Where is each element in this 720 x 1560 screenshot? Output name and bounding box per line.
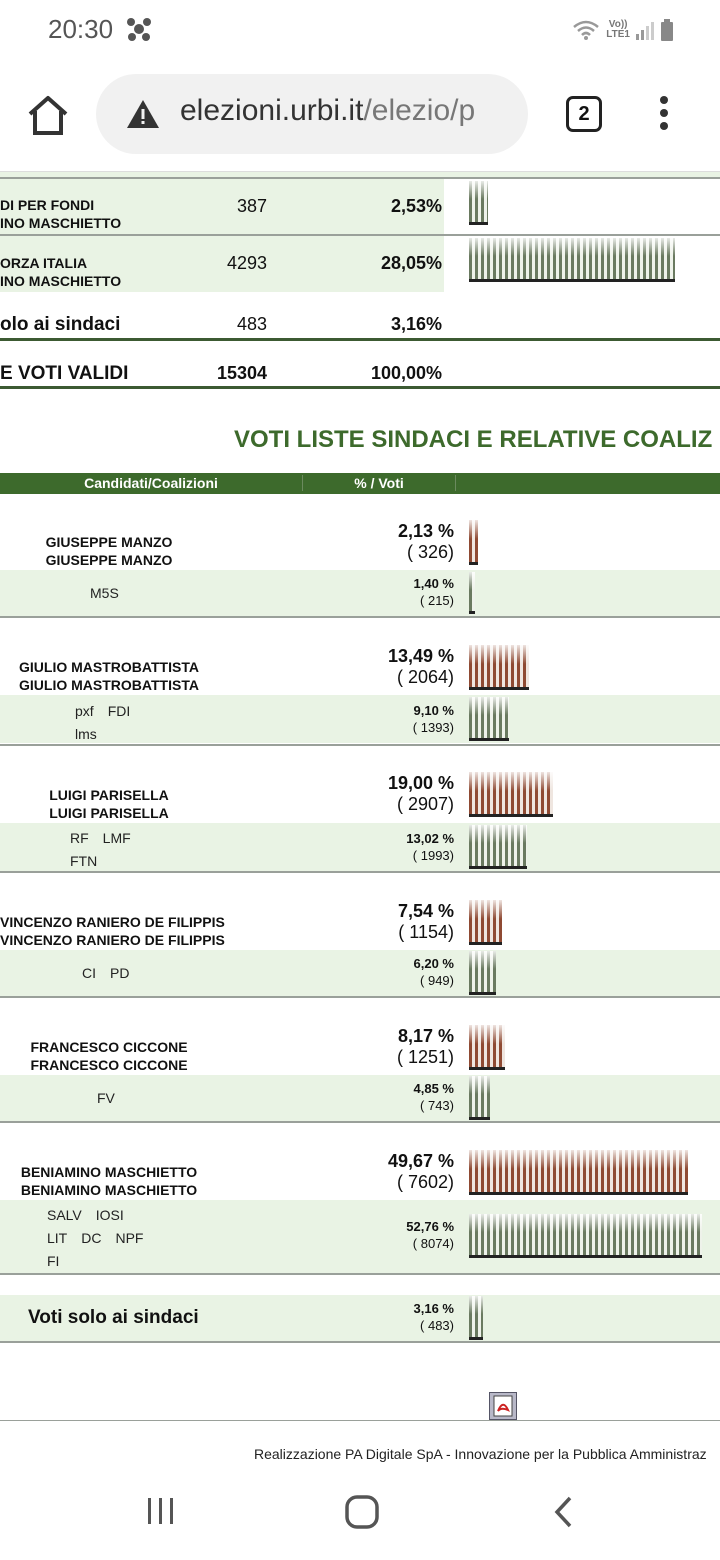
- candidate-votes: ( 1251): [396, 1047, 454, 1067]
- back-icon[interactable]: [552, 1496, 576, 1528]
- coalition-votes: ( 8074): [412, 1236, 454, 1251]
- coalition-bar: [469, 572, 475, 614]
- list-votes: 4293: [226, 253, 267, 273]
- candidate-bar: [469, 520, 478, 565]
- solo-sindaci-row-label: Voti solo ai sindaci: [28, 1307, 199, 1328]
- coalition-bar: [469, 825, 527, 869]
- candidate-name: GIUSEPPE MANZO GIUSEPPE MANZO: [45, 534, 173, 568]
- coalition-percent: 9,10 %: [413, 703, 454, 718]
- system-nav-bar: [0, 1464, 720, 1560]
- coalition-lists: M5S: [90, 585, 119, 601]
- coalition-bar: [469, 697, 509, 741]
- candidate-percent: 13,49 %: [387, 646, 454, 666]
- list-percent: 2,53%: [390, 196, 442, 216]
- coalition-lists: FV: [97, 1090, 115, 1106]
- candidate-name: LUIGI PARISELLA LUIGI PARISELLA: [49, 787, 169, 821]
- coalition-bar: [469, 1076, 490, 1120]
- candidate-percent: 2,13 %: [397, 521, 454, 541]
- candidate-votes: ( 1154): [398, 922, 454, 942]
- clock: 20:30: [48, 14, 114, 44]
- candidate-votes: ( 326): [406, 542, 454, 562]
- solo-sindaci-row-percent: 3,16 %: [413, 1301, 454, 1316]
- candidate-percent: 7,54 %: [397, 901, 454, 921]
- coalition-votes: ( 1393): [412, 720, 454, 735]
- candidate-votes: ( 7602): [396, 1172, 454, 1192]
- totale-votes: 15304: [216, 363, 267, 383]
- coalition-votes: ( 215): [420, 593, 454, 608]
- coalition-votes: ( 743): [420, 1098, 454, 1113]
- candidate-bar: [469, 772, 553, 817]
- header-percent-votes: % / Voti: [302, 475, 456, 491]
- table-header: Candidati/Coalizioni % / Voti: [0, 473, 720, 494]
- warning-icon[interactable]: [126, 98, 160, 130]
- recents-icon[interactable]: [146, 1496, 176, 1526]
- signal-icon: [636, 22, 654, 40]
- coalition-percent: 13,02 %: [406, 831, 454, 846]
- address-bar[interactable]: elezioni.urbi.it/elezio/p: [96, 74, 528, 154]
- solo-sindaci-bar: [469, 1296, 483, 1340]
- list-bar: [469, 238, 675, 282]
- totale-percent: 100,00%: [370, 363, 442, 383]
- home-circle-icon[interactable]: [344, 1494, 380, 1530]
- list-percent: 28,05%: [380, 253, 442, 273]
- solo-sindaci-label: olo ai sindaci: [0, 314, 121, 335]
- section-title: VOTI LISTE SINDACI E RELATIVE COALIZ: [234, 426, 713, 453]
- list-name: ORZA ITALIA INO MASCHIETTO: [0, 255, 122, 289]
- wifi-icon: [573, 20, 600, 40]
- notification-app-icon: [127, 18, 151, 41]
- candidate-name: BENIAMINO MASCHIETTO BENIAMINO MASCHIETTO: [20, 1164, 198, 1198]
- list-name: DI PER FONDI INO MASCHIETTO: [0, 197, 122, 231]
- coalition-votes: ( 949): [420, 973, 454, 988]
- coalition-bar: [469, 1214, 702, 1258]
- totale-label: E VOTI VALIDI: [0, 363, 129, 384]
- candidate-name: GIULIO MASTROBATTISTA GIULIO MASTROBATTIS…: [19, 659, 199, 693]
- list-bar: [469, 181, 488, 225]
- page-content: DI PER FONDI INO MASCHIETTO 387 2,53% OR…: [0, 172, 720, 1464]
- footer-credits: Realizzazione PA Digitale SpA - Innovazi…: [254, 1446, 707, 1462]
- coalition-votes: ( 1993): [412, 848, 454, 863]
- url-text[interactable]: elezioni.urbi.it/elezio/p: [180, 94, 476, 127]
- header-candidates: Candidati/Coalizioni: [84, 475, 218, 491]
- candidate-bar: [469, 900, 502, 945]
- coalition-lists: SALV IOSI LIT DC NPF FI: [47, 1207, 144, 1269]
- coalition-percent: 52,76 %: [406, 1219, 454, 1234]
- candidate-name: FRANCESCO CICCONE FRANCESCO CICCONE: [30, 1039, 188, 1073]
- coalition-percent: 1,40 %: [413, 576, 454, 591]
- candidate-bar: [469, 1150, 688, 1195]
- solo-sindaci-percent: 3,16%: [390, 314, 442, 334]
- pdf-icon[interactable]: [489, 1392, 517, 1420]
- coalition-lists: CI PD: [82, 965, 130, 981]
- candidate-bar: [469, 1025, 505, 1070]
- solo-sindaci-row-votes: ( 483): [420, 1318, 454, 1333]
- network-type: Vo)) LTE1: [606, 19, 630, 40]
- candidate-percent: 8,17 %: [397, 1026, 454, 1046]
- coalition-lists: RF LMF FTN: [70, 830, 131, 869]
- more-vert-icon[interactable]: [654, 96, 674, 136]
- status-bar: 20:30 Vo)) LTE1: [0, 0, 720, 60]
- candidate-name: VINCENZO RANIERO DE FILIPPIS VINCENZO RAN…: [0, 914, 225, 948]
- home-icon[interactable]: [26, 94, 70, 136]
- coalition-lists: pxf FDI lms: [75, 703, 131, 742]
- candidate-percent: 19,00 %: [387, 773, 454, 793]
- tab-switcher-button[interactable]: 2: [566, 96, 602, 132]
- coalition-bar: [469, 951, 496, 995]
- candidate-votes: ( 2064): [396, 667, 454, 687]
- browser-toolbar: elezioni.urbi.it/elezio/p 2: [0, 60, 720, 172]
- candidate-votes: ( 2907): [396, 794, 454, 814]
- solo-sindaci-votes: 483: [236, 314, 267, 334]
- candidate-bar: [469, 645, 529, 690]
- battery-icon: [661, 19, 673, 41]
- list-votes: 387: [236, 196, 267, 216]
- coalition-percent: 4,85 %: [413, 1081, 454, 1096]
- coalition-percent: 6,20 %: [413, 956, 454, 971]
- candidate-percent: 49,67 %: [387, 1151, 454, 1171]
